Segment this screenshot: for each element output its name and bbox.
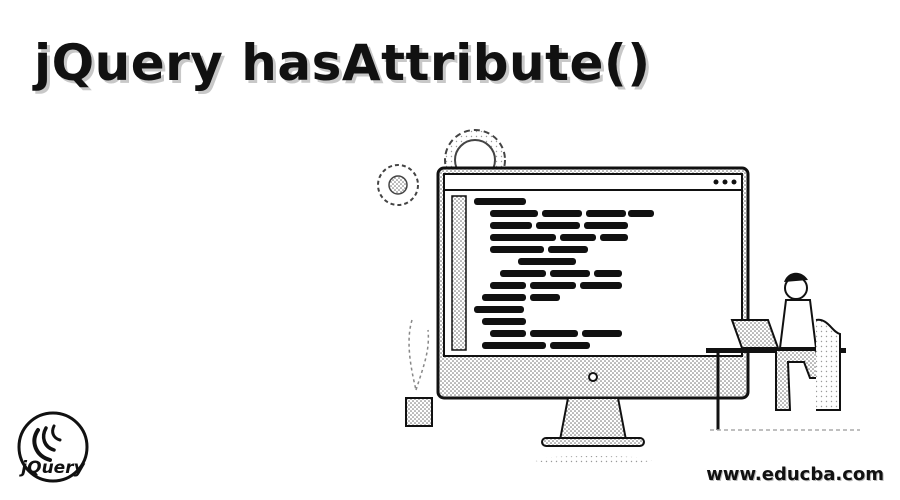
code-lines bbox=[474, 198, 654, 349]
laptop-icon bbox=[730, 319, 780, 349]
small-gear-icon bbox=[377, 164, 419, 206]
watermark: www.educba.com bbox=[706, 464, 884, 485]
monitor-stand bbox=[558, 397, 628, 441]
window-dots-icon bbox=[713, 179, 737, 185]
person-icon bbox=[775, 272, 841, 411]
page-title: jQuery hasAttribute() bbox=[34, 34, 651, 92]
plant-icon bbox=[405, 319, 433, 427]
code-gutter bbox=[451, 195, 467, 351]
power-button-icon bbox=[588, 372, 598, 382]
jquery-logo bbox=[17, 411, 89, 483]
monitor-illustration bbox=[377, 129, 860, 464]
jquery-logo-label: jQuery bbox=[21, 458, 85, 478]
